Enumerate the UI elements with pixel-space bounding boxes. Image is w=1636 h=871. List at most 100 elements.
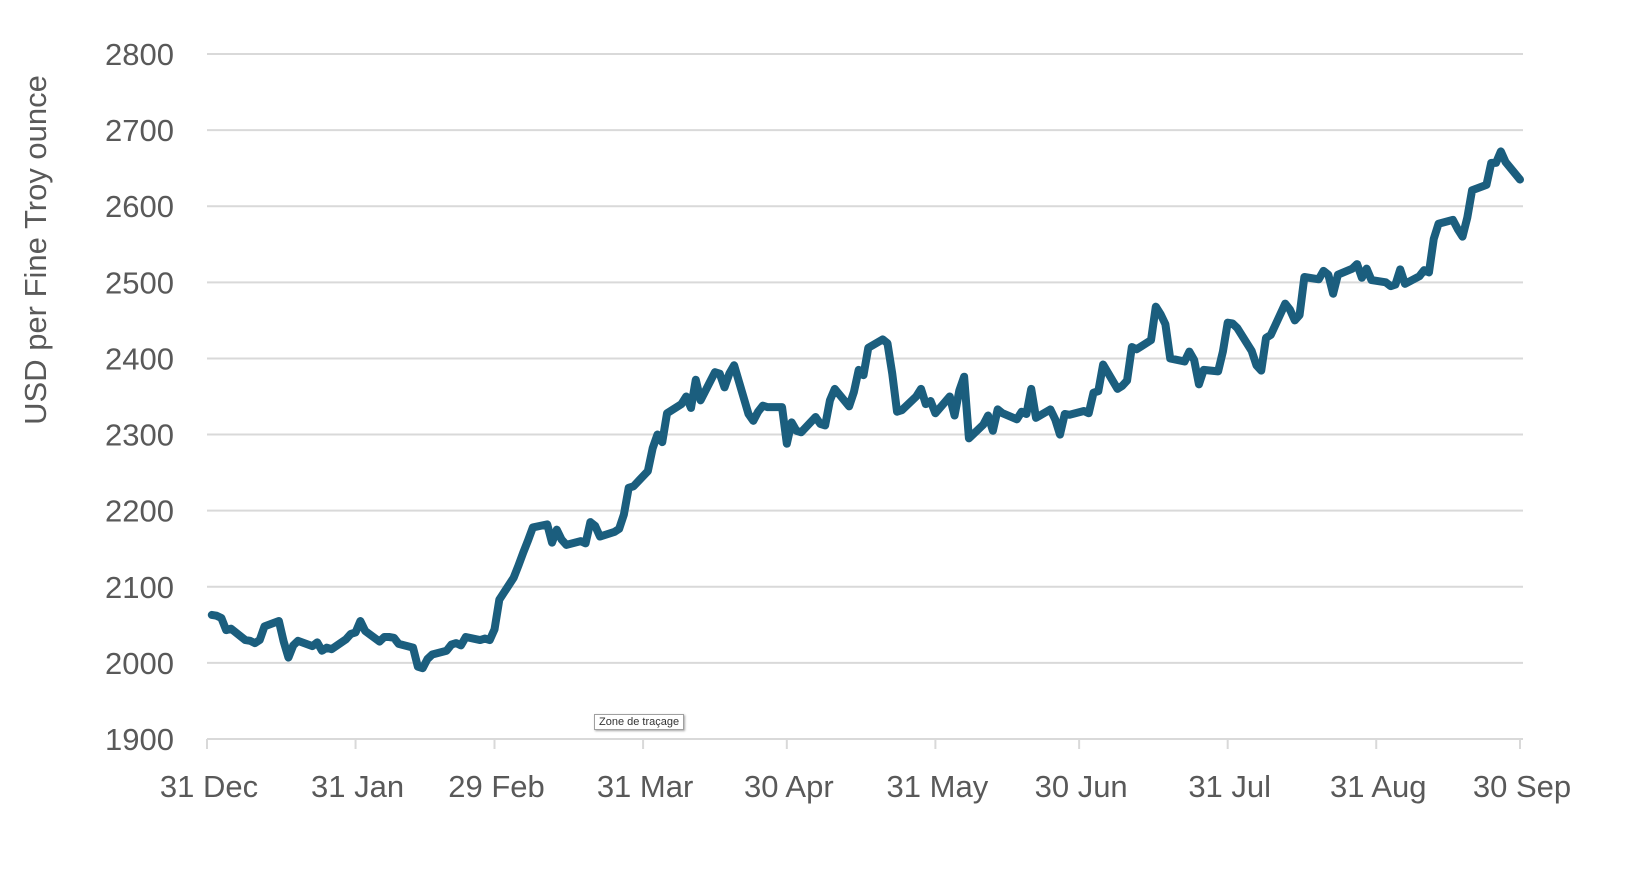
data-point (515, 562, 522, 569)
data-point (894, 408, 901, 415)
data-point (822, 422, 829, 429)
data-point (481, 635, 488, 642)
data-point (275, 618, 282, 625)
y-tick-label: 2700 (105, 113, 174, 148)
data-point (251, 640, 258, 647)
data-point (295, 637, 302, 644)
data-point (577, 538, 584, 545)
data-point (1167, 355, 1174, 362)
data-points (208, 148, 1523, 672)
price-series-line (207, 147, 1524, 673)
data-point (956, 387, 963, 394)
data-point (582, 540, 589, 547)
data-point (783, 440, 790, 447)
data-point (798, 429, 805, 436)
data-point (678, 401, 685, 408)
data-point (1454, 226, 1461, 233)
data-point (549, 539, 556, 546)
y-tick-label: 1900 (105, 722, 174, 757)
data-point (1114, 385, 1121, 392)
data-point (529, 524, 536, 531)
data-point (779, 404, 786, 411)
data-point (980, 421, 987, 428)
data-point (745, 411, 752, 418)
data-point (496, 596, 503, 603)
data-point (1195, 381, 1202, 388)
data-point (285, 654, 292, 661)
data-point (1128, 344, 1135, 351)
data-point (989, 427, 996, 434)
data-point (386, 634, 393, 641)
data-point (1334, 271, 1341, 278)
x-tick-label: 31 May (887, 769, 989, 804)
data-point (1248, 347, 1255, 354)
data-point (1181, 358, 1188, 365)
data-point (1215, 368, 1222, 375)
data-point (1315, 276, 1322, 283)
y-tick-label: 2100 (105, 570, 174, 605)
data-point (654, 431, 661, 438)
data-point (477, 637, 484, 644)
data-point (395, 640, 402, 647)
data-point (563, 541, 570, 548)
data-point (644, 468, 651, 475)
data-point (898, 407, 905, 414)
data-point (1191, 356, 1198, 363)
data-point (1449, 216, 1456, 223)
y-tick-label: 2500 (105, 265, 174, 300)
data-point (1497, 148, 1504, 155)
data-point (1320, 267, 1327, 274)
data-point (1018, 408, 1025, 415)
data-point (951, 412, 958, 419)
data-point (213, 612, 220, 619)
y-tick-label: 2000 (105, 646, 174, 681)
y-tick-label: 2800 (105, 37, 174, 72)
data-point (927, 398, 934, 405)
data-point (755, 408, 762, 415)
data-point (1219, 348, 1226, 355)
data-point (587, 519, 594, 526)
data-point (1387, 283, 1394, 290)
y-axis-label: USD per Fine Troy ounce (18, 75, 53, 425)
data-point (1200, 366, 1207, 373)
data-point (985, 412, 992, 419)
data-point (429, 651, 436, 658)
data-point (319, 647, 326, 654)
data-point (448, 641, 455, 648)
data-point (965, 435, 972, 442)
data-point (846, 403, 853, 410)
data-point (410, 644, 417, 651)
data-point (1258, 367, 1265, 374)
data-point (1224, 319, 1231, 326)
data-point (357, 618, 364, 625)
data-point (247, 637, 254, 644)
data-point (328, 646, 335, 653)
data-point (1148, 337, 1155, 344)
x-tick-label: 31 Mar (597, 769, 693, 804)
data-point (831, 385, 838, 392)
data-point (932, 410, 939, 417)
data-point (716, 370, 723, 377)
data-point (1263, 334, 1270, 341)
data-point (711, 369, 718, 376)
x-axis (206, 738, 1523, 749)
data-point (1033, 414, 1040, 421)
data-point (1435, 220, 1442, 227)
data-point (1392, 281, 1399, 288)
data-point (865, 344, 872, 351)
data-point (376, 638, 383, 645)
data-point (1349, 265, 1356, 272)
data-point (850, 388, 857, 395)
data-point (1291, 317, 1298, 324)
data-point (731, 362, 738, 369)
data-point (1296, 312, 1303, 319)
data-point (1186, 348, 1193, 355)
data-point (352, 629, 359, 636)
data-point (1028, 385, 1035, 392)
data-point (1061, 411, 1068, 418)
data-point (347, 630, 354, 637)
data-point (486, 637, 493, 644)
data-point (491, 626, 498, 633)
data-point (1157, 311, 1164, 318)
